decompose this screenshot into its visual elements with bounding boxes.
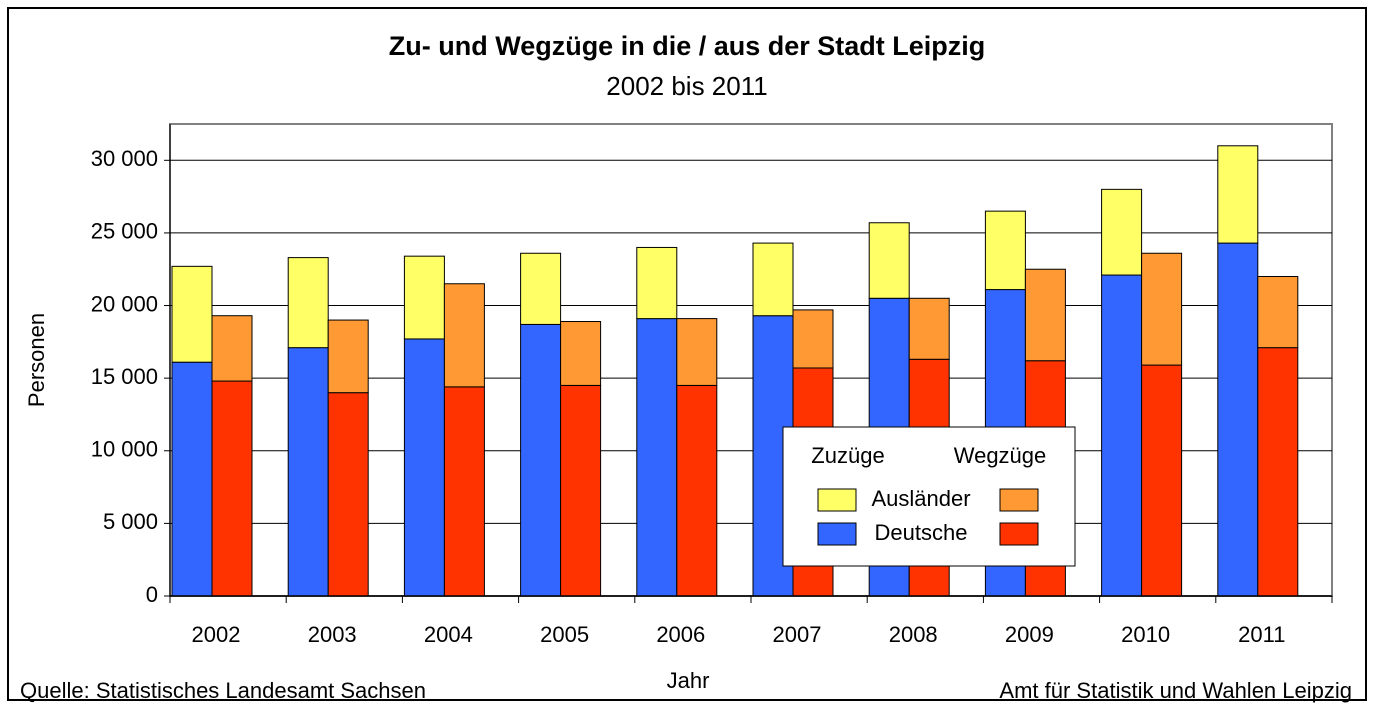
x-tick-label: 2005 [540, 622, 589, 647]
legend-swatch [999, 488, 1039, 512]
bar-segment [211, 380, 253, 597]
x-tick-label: 2009 [1005, 622, 1054, 647]
bar-segment [327, 392, 369, 597]
legend-label: Deutsche [875, 520, 968, 545]
bar-segment [171, 361, 213, 597]
bar-segment [868, 222, 910, 299]
x-tick-label: 2008 [889, 622, 938, 647]
legend-group: Wegzüge [954, 443, 1047, 468]
bar-segment [403, 255, 445, 340]
y-tick-label: 25 000 [91, 219, 158, 244]
chart-subtitle: 2002 bis 2011 [606, 71, 767, 101]
bar-segment [1217, 242, 1259, 597]
legend-swatch [817, 488, 857, 512]
bar-segment [1217, 145, 1259, 244]
bar-segment [287, 347, 329, 597]
y-axis-label: Personen [24, 313, 49, 407]
y-tick-label: 15 000 [91, 364, 158, 389]
bar-segment [1141, 252, 1183, 366]
y-tick-label: 20 000 [91, 291, 158, 316]
x-tick-label: 2011 [1238, 622, 1285, 647]
bar-segment [908, 297, 950, 360]
bar-segment [327, 319, 369, 394]
legend-label: Ausländer [871, 486, 970, 511]
source-right: Amt für Statistik und Wahlen Leipzig [999, 678, 1352, 703]
bar-segment [792, 309, 834, 369]
legend-group: Zuzüge [811, 443, 884, 468]
legend-swatch [817, 522, 857, 546]
y-tick-label: 10 000 [91, 437, 158, 462]
bar-segment [211, 315, 253, 382]
bar-segment [1101, 274, 1143, 597]
bar-segment [1024, 268, 1066, 362]
bar-segment [403, 338, 445, 597]
bar-segment [443, 386, 485, 597]
y-tick-label: 0 [146, 582, 158, 607]
x-tick-label: 2004 [424, 622, 473, 647]
x-axis-label: Jahr [667, 668, 710, 693]
bar-segment [560, 384, 602, 597]
bar-segment [1257, 275, 1299, 349]
x-tick-label: 2003 [308, 622, 357, 647]
legend-swatch [999, 522, 1039, 546]
bar-segment [1101, 188, 1143, 276]
bar-segment [171, 265, 213, 363]
x-tick-label: 2002 [192, 622, 241, 647]
bar-segment [636, 318, 678, 597]
chart-title: Zu- und Wegzüge in die / aus der Stadt L… [389, 31, 986, 61]
bar-segment [443, 283, 485, 388]
y-tick-label: 30 000 [91, 146, 158, 171]
x-tick-label: 2007 [773, 622, 822, 647]
bar-segment [984, 210, 1026, 291]
x-tick-label: 2006 [656, 622, 705, 647]
bar-segment [287, 257, 329, 349]
x-tick-label: 2010 [1121, 622, 1170, 647]
bar-segment [520, 323, 562, 597]
source-left: Quelle: Statistisches Landesamt Sachsen [20, 678, 426, 703]
bar-segment [1141, 364, 1183, 597]
bar-segment [636, 246, 678, 320]
bar-segment [676, 318, 718, 386]
bar-segment [1257, 347, 1299, 597]
y-tick-label: 5 000 [103, 509, 158, 534]
bar-segment [752, 242, 794, 317]
bar-segment [520, 252, 562, 325]
bar-segment [560, 321, 602, 386]
bar-segment [676, 384, 718, 597]
